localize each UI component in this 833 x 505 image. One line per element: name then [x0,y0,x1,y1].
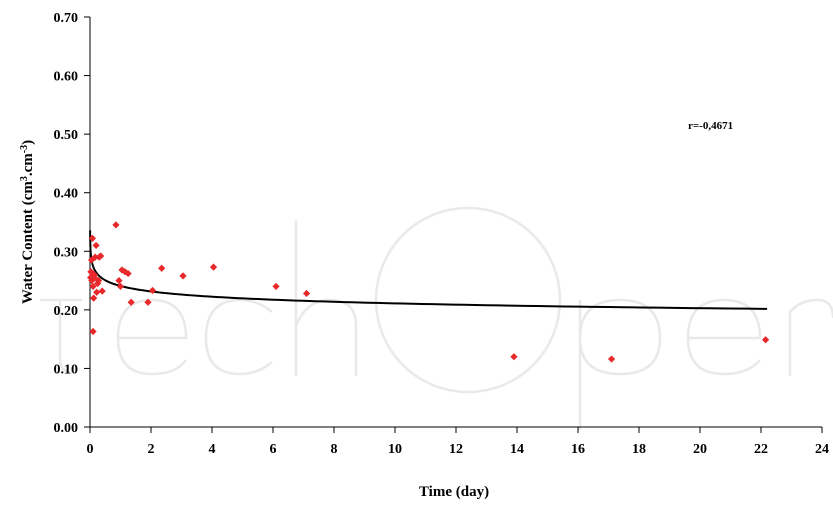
data-point [144,298,152,306]
data-point [92,241,100,250]
data-point [91,253,99,261]
data-point [209,263,218,271]
x-tick-label: 0 [87,442,94,457]
data-point [87,256,96,264]
data-points [87,221,770,363]
x-tick-label: 14 [510,442,524,457]
data-point [115,276,123,285]
axes [89,17,822,428]
data-point [90,274,99,282]
data-point [89,282,97,291]
x-ticks: 0 2 4 6 8 10 12 14 16 18 20 22 24 [87,427,829,457]
data-point [94,276,103,285]
y-axis-title-main: Water Content (cm [20,181,36,305]
data-point [148,286,157,295]
data-point [272,282,280,291]
y-tick-label: 0.30 [54,245,79,260]
data-point [179,272,187,280]
data-point [124,269,132,278]
correlation-annotation: r=-0,4671 [688,120,733,132]
data-point [158,264,166,272]
y-axis-title-mid: .cm [20,153,36,176]
data-point [89,327,97,336]
data-point [97,252,105,260]
data-point [302,289,311,298]
data-point [761,336,770,344]
data-point [90,294,98,302]
data-point [607,355,616,363]
y-tick-label: 0.60 [54,70,79,85]
x-tick-label: 16 [571,442,585,457]
x-tick-label: 12 [449,442,463,457]
data-point [87,274,95,282]
data-point [88,276,96,285]
data-point [93,288,101,296]
data-point [88,234,97,242]
x-tick-label: 18 [632,442,646,457]
y-tick-label: 0.10 [54,362,79,377]
x-tick-label: 2 [148,442,155,457]
x-tick-label: 4 [209,442,216,457]
y-tick-label: 0.40 [54,187,79,202]
x-tick-label: 24 [815,442,829,457]
y-tick-label: 0.50 [54,128,79,143]
data-point [112,221,120,229]
trend-line [89,230,768,310]
x-tick-label: 6 [270,442,277,457]
y-axis-title-exp2: -3 [19,145,30,153]
data-point [98,287,106,295]
x-axis-title: Time (day) [419,484,489,500]
y-ticks: 0.00 0.10 0.20 0.30 0.40 0.50 0.60 0.70 [54,11,90,436]
x-tick-label: 10 [388,442,402,457]
x-tick-label: 8 [331,442,338,457]
y-axis-title-exp1: 3 [19,176,30,181]
y-axis-title: Water Content (cm3.cm-3) [19,140,37,304]
y-tick-label: 0.70 [54,11,79,26]
data-point [116,282,125,291]
y-axis-title-end: ) [20,140,36,145]
y-tick-label: 0.20 [54,304,79,319]
data-point [510,353,518,361]
watermark-logo [40,206,833,430]
data-point [127,298,135,306]
y-tick-label: 0.00 [54,421,79,436]
x-tick-label: 20 [693,442,707,457]
x-tick-label: 22 [754,442,768,457]
